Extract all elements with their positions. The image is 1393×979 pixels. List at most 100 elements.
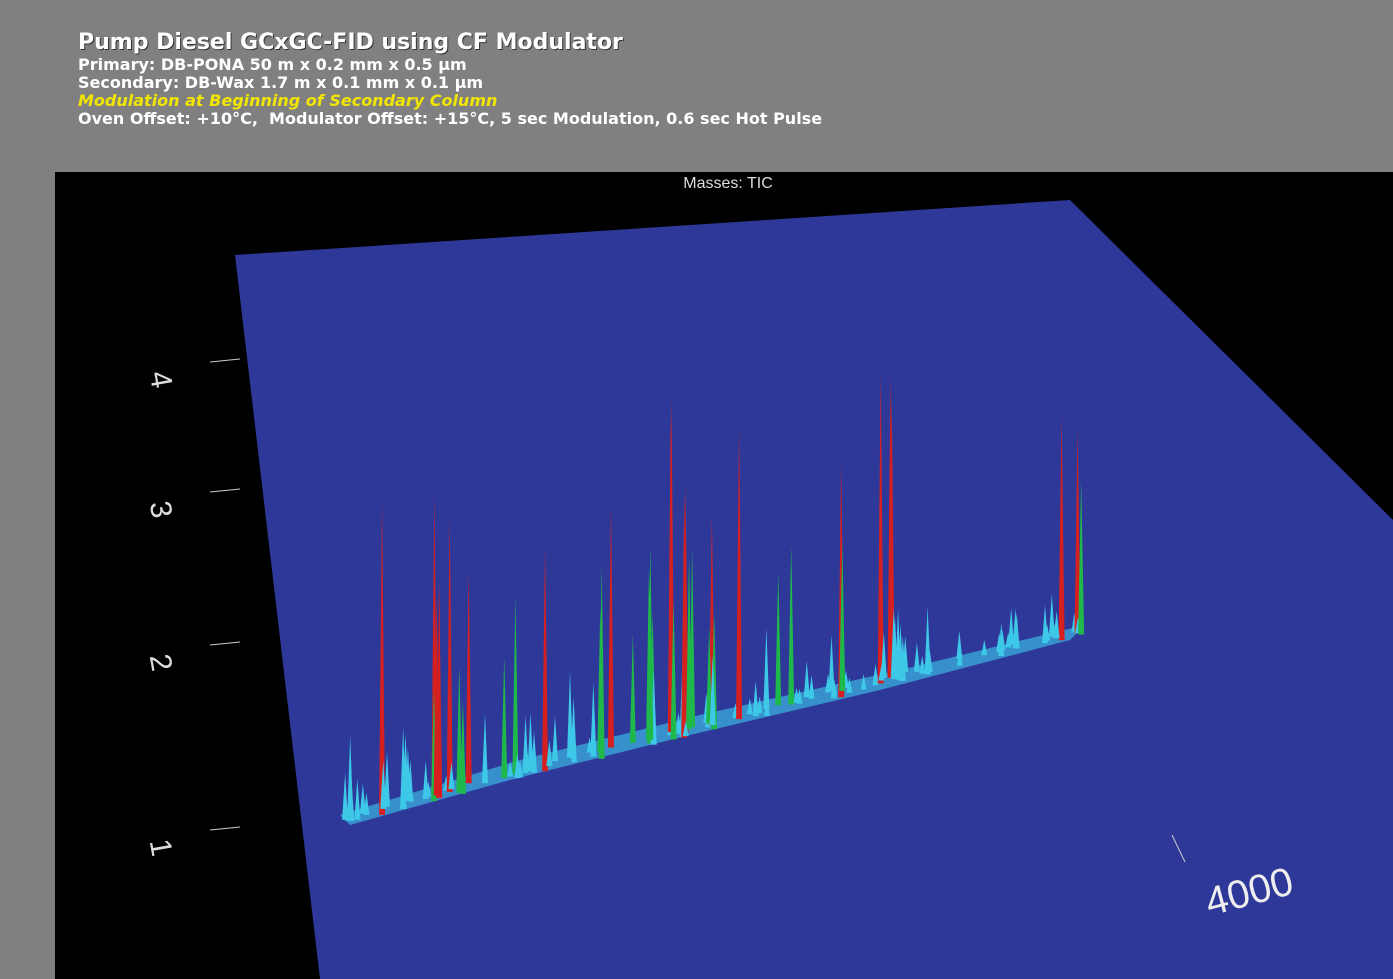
peak [888,397,895,678]
peak [1074,429,1081,634]
peak [446,517,453,792]
peak [1008,608,1015,646]
surface [235,200,1393,979]
header-line: Oven Offset: +10°C, Modulator Offset: +1… [78,109,823,128]
peak [736,427,743,720]
peak [344,805,351,821]
peak [512,596,519,775]
peak [363,792,370,815]
peak [763,627,770,709]
peak [670,600,677,740]
peak [891,615,898,680]
header-title: Pump Diesel GCxGC-FID using CF Modulator [78,30,623,55]
peak [803,660,810,698]
peak [846,677,853,693]
peak [1058,415,1065,641]
peak [465,571,472,784]
peak [682,720,689,737]
header-line: Primary: DB-PONA 50 m x 0.2 mm x 0.5 µm [78,55,467,74]
peak [570,696,577,759]
header-line: Secondary: DB-Wax 1.7 m x 0.1 mm x 0.1 µ… [78,73,484,92]
peak [981,640,988,656]
peak [706,627,713,724]
peak [408,786,415,802]
peak [379,498,386,815]
peak [746,698,753,715]
peak [552,715,559,762]
peak [926,649,933,672]
peak [448,762,455,790]
chart-title: Masses: TIC [683,175,773,192]
peak [354,778,361,820]
peak [686,556,693,730]
peak [1053,611,1060,639]
peak [647,544,654,740]
peak [629,634,636,743]
y-tick [209,826,241,831]
peak [752,681,759,717]
x-tick [1171,834,1186,863]
peak [1078,479,1085,635]
peak [359,783,366,814]
peak [425,781,432,797]
peak [919,656,926,674]
peak [566,671,573,758]
peak [607,506,614,748]
peak [571,747,578,763]
y-tick-label: 2 [143,651,178,673]
peak [828,634,835,691]
peak [523,743,530,770]
peak [507,761,514,777]
header-line: Modulation at Beginning of Secondary Col… [78,91,498,110]
peak [433,594,440,796]
peak [459,700,466,794]
y-tick [209,358,241,363]
peak [1013,613,1020,649]
peak [709,655,716,726]
peak [348,775,355,821]
peak [598,565,605,759]
y-tick-label: 4 [143,368,178,390]
peak [1048,593,1055,637]
peak [999,629,1006,650]
peak [682,484,689,733]
peak [788,545,795,705]
y-tick [209,641,241,646]
y-tick-label: 1 [143,836,178,858]
peak [667,413,674,733]
peak [501,656,508,779]
peak [825,673,832,693]
peak [839,542,846,691]
peak [384,751,391,807]
peak [590,681,597,757]
y-tick-label: 3 [143,498,178,520]
peak [878,665,885,681]
peak [775,572,782,706]
peak [877,372,884,684]
peak [831,679,838,695]
peak [514,753,521,779]
peak [796,688,803,704]
peaks [342,372,1085,821]
peak [860,674,867,690]
peak [956,630,963,660]
peak [763,700,770,716]
header: Pump Diesel GCxGC-FID using CF Modulator… [78,30,822,128]
peak [872,663,879,686]
peak [342,773,349,820]
peak [531,731,538,773]
peak [481,713,488,784]
peak [546,740,553,767]
peak [527,712,534,772]
peak [913,642,920,672]
peak [808,675,815,699]
peak [902,636,909,672]
peak [756,696,763,714]
peak [880,631,887,678]
peak [1044,624,1051,641]
y-tick [209,488,241,493]
peak [542,547,549,772]
peak [456,665,463,793]
